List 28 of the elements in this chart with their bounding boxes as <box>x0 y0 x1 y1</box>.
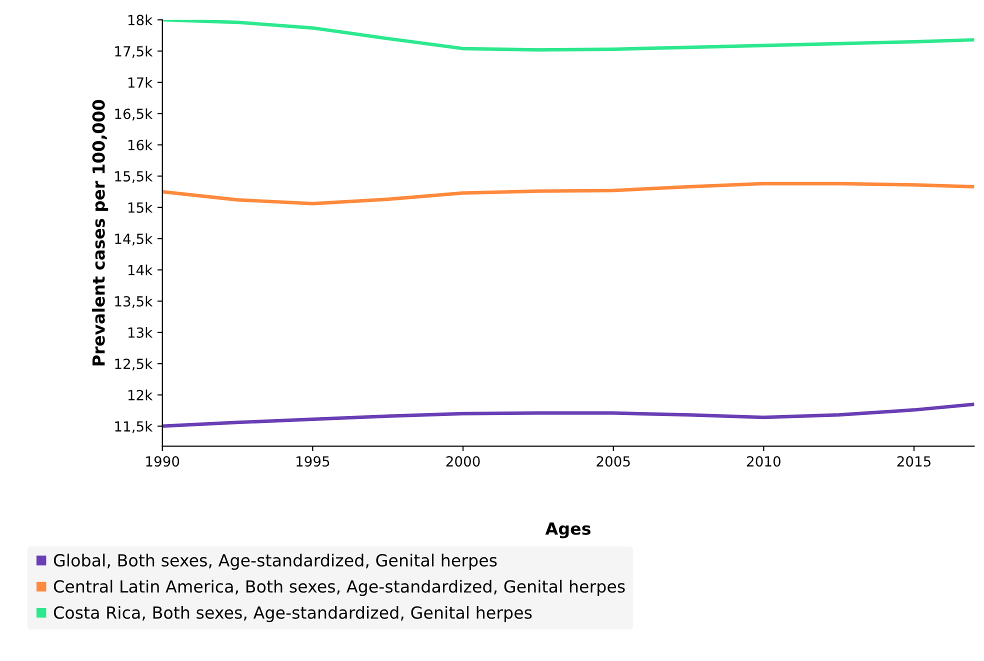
x-tick-label: 2015 <box>897 456 930 467</box>
y-tick-label: 16k <box>128 140 153 150</box>
line-series <box>162 182 974 206</box>
y-tick-label: 16,5k <box>115 108 153 120</box>
y-tick-label: 17,5k <box>115 46 153 58</box>
x-tick-label: 2010 <box>747 456 780 467</box>
y-tick-label: 14k <box>128 264 153 276</box>
y-tick-label: 15,5k <box>115 170 153 184</box>
x-axis-title: Ages <box>545 522 590 538</box>
y-tick-label: 11,5k <box>115 420 153 434</box>
y-tick-label: 12k <box>128 390 153 400</box>
y-tick-label: 14,5k <box>115 233 153 246</box>
legend-label: Global, Both sexes, Age-standardized, Genital herpes <box>54 554 497 570</box>
line-series <box>162 20 974 52</box>
x-tick-label: 1990 <box>146 456 180 467</box>
y-tick-label: 13k <box>128 327 153 338</box>
y-tick-label: 12,5k <box>115 358 153 371</box>
line-series <box>162 402 974 428</box>
y-tick-label: 18k <box>128 14 153 26</box>
legend-label: Central Latin America, Both sexes, Age-standardized, Genital herpes <box>54 580 625 596</box>
y-tick-label: 15k <box>128 202 153 213</box>
x-tick-label: 2005 <box>596 456 630 467</box>
x-tick-label: 1995 <box>296 456 330 467</box>
y-tick-label: 17k <box>128 77 153 88</box>
x-tick-label: 2000 <box>446 456 480 467</box>
y-tick-label: 13,5k <box>115 296 153 308</box>
legend-label: Costa Rica, Both sexes, Age-standardized, Genital herpes <box>54 606 532 622</box>
y-axis-title: Prevalent cases per 100,000 <box>92 100 108 366</box>
